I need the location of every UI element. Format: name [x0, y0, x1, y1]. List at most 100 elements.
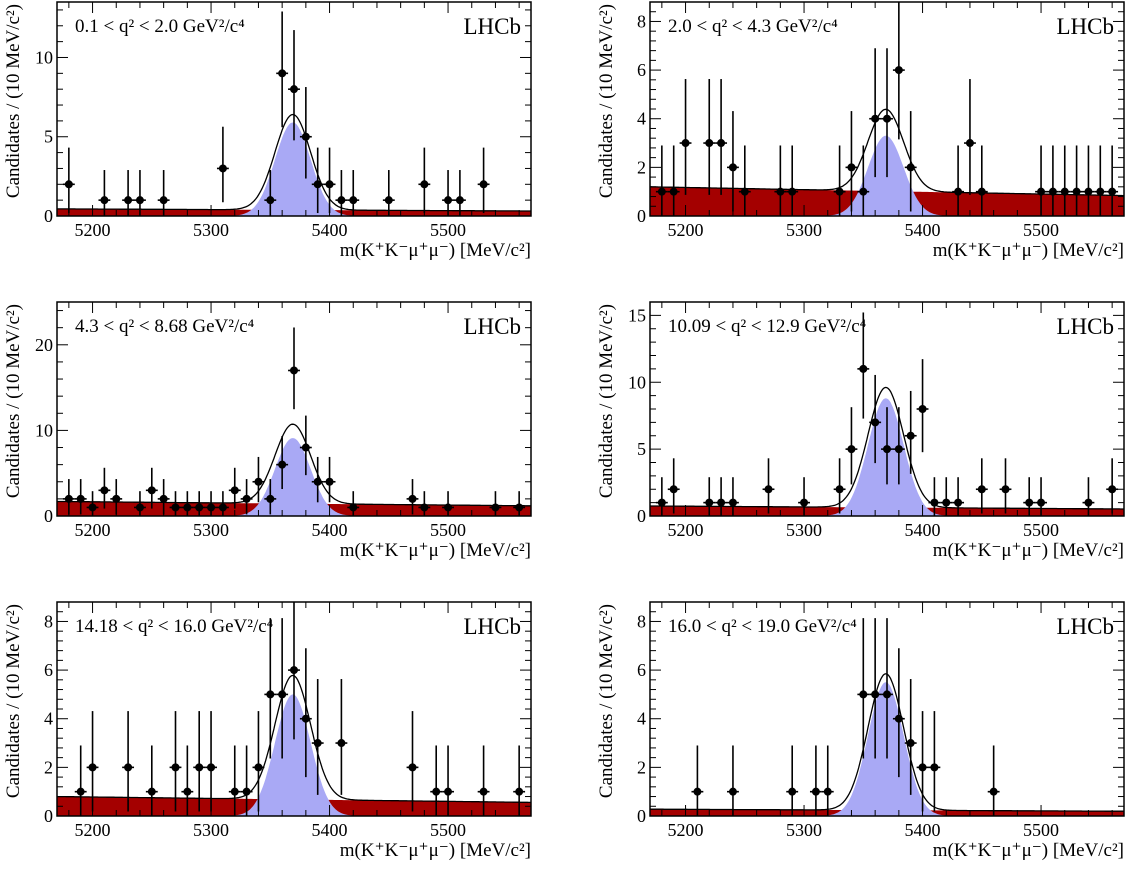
signal-component: [57, 438, 531, 516]
data-point: [786, 745, 799, 816]
data-point: [513, 745, 526, 816]
data-point: [857, 312, 870, 419]
data-point: [477, 147, 490, 214]
data-point: [952, 477, 965, 516]
data-point: [335, 679, 348, 795]
data-point-marker: [290, 85, 298, 94]
lhcb-label: LHCb: [1057, 614, 1115, 639]
data-point: [857, 145, 870, 216]
data-point: [264, 618, 277, 759]
data-point-marker: [847, 445, 856, 454]
data-point-marker: [515, 787, 524, 796]
data-point: [715, 477, 728, 516]
data-point: [62, 147, 75, 214]
x-tick-label: 5200: [668, 520, 704, 540]
data-point: [335, 170, 348, 216]
x-axis-title: m(K⁺K⁻μ⁺μ⁻) [MeV/c²]: [340, 540, 531, 561]
total-fit-curve: [650, 386, 1124, 510]
data-point-marker: [764, 485, 773, 494]
data-point-marker: [124, 196, 133, 205]
data-point: [193, 491, 206, 516]
data-point: [774, 145, 787, 216]
panel-frame: [56, 1, 532, 217]
y-tick-label: 10: [628, 372, 646, 392]
plot-area: [57, 11, 531, 216]
y-tick-label: 8: [44, 611, 53, 631]
data-point: [122, 170, 135, 216]
data-point: [276, 435, 289, 490]
data-point-marker: [147, 486, 156, 495]
data-point-marker: [349, 196, 358, 205]
y-tick-label: 0: [637, 506, 646, 526]
y-tick-label: 8: [637, 611, 646, 631]
data-point: [904, 679, 917, 795]
data-point: [74, 745, 87, 816]
data-point-marker: [420, 180, 429, 189]
y-tick-label: 5: [44, 127, 53, 147]
data-point-marker: [776, 187, 785, 196]
data-point: [892, 2, 905, 140]
y-tick-label: 2: [44, 757, 53, 777]
data-point: [276, 618, 289, 759]
x-tick-label: 5200: [75, 820, 111, 840]
data-point-marker: [883, 690, 891, 699]
data-point-marker: [420, 503, 429, 512]
lhcb-label: LHCb: [1057, 14, 1115, 39]
data-point: [964, 79, 976, 195]
y-tick-label: 2: [637, 757, 646, 777]
data-point: [738, 145, 751, 216]
plot-area: [650, 2, 1124, 216]
data-point: [311, 679, 324, 795]
lhcb-label: LHCb: [1057, 314, 1115, 339]
data-point-marker: [242, 787, 251, 796]
y-tick-label: 0: [44, 206, 53, 226]
data-point-marker: [183, 503, 192, 512]
panel-6: 5200 5300 5400 5500 0 2 4 6 8 m(K⁺K⁻μ⁺μ⁻) [MeV/c²…: [596, 601, 1125, 861]
y-tick-label: 15: [628, 305, 646, 325]
data-point-marker: [266, 690, 275, 699]
data-point: [1094, 145, 1107, 216]
data-point: [987, 745, 1000, 816]
y-tick-label: 6: [637, 660, 646, 680]
data-point-marker: [266, 494, 275, 503]
y-tick-label: 6: [637, 60, 646, 80]
data-point-marker: [811, 787, 820, 796]
data-point-marker: [135, 196, 144, 205]
y-tick-label: 6: [44, 660, 53, 680]
data-point-marker: [859, 690, 868, 699]
data-point: [833, 458, 846, 514]
data-point-marker: [479, 787, 488, 796]
data-point-marker: [835, 187, 844, 196]
data-point-marker: [254, 763, 263, 772]
data-point-marker: [278, 460, 287, 469]
data-point: [916, 711, 929, 812]
data-point-marker: [455, 196, 464, 205]
q2-range-label: 10.09 < q² < 12.9 GeV²/c⁴: [668, 316, 867, 337]
x-tick-label: 5200: [75, 220, 111, 240]
data-point: [311, 456, 324, 503]
data-point-marker: [325, 180, 334, 189]
data-point: [904, 390, 917, 474]
data-point: [715, 79, 728, 195]
y-tick-label: 0: [637, 806, 646, 826]
data-point-marker: [681, 139, 690, 148]
data-point-marker: [1084, 498, 1093, 507]
plot-area: [57, 602, 531, 816]
x-tick-label: 5400: [905, 820, 941, 840]
data-point: [1082, 477, 1095, 516]
x-tick-label: 5200: [75, 520, 111, 540]
total-fit-curve: [57, 423, 531, 507]
x-axis-title: m(K⁺K⁻μ⁺μ⁻) [MeV/c²]: [933, 840, 1124, 861]
data-point: [691, 745, 704, 816]
y-axis-title: Candidates / (10 MeV/c²): [596, 304, 617, 498]
data-point-marker: [242, 494, 251, 503]
data-point-marker: [195, 763, 204, 772]
data-point: [857, 618, 870, 759]
data-point-marker: [883, 114, 891, 123]
data-point-marker: [479, 180, 488, 189]
plot-area: [650, 312, 1124, 516]
data-point-marker: [183, 787, 192, 796]
data-point-marker: [965, 139, 974, 148]
data-point-marker: [337, 739, 346, 748]
data-point: [228, 745, 241, 816]
